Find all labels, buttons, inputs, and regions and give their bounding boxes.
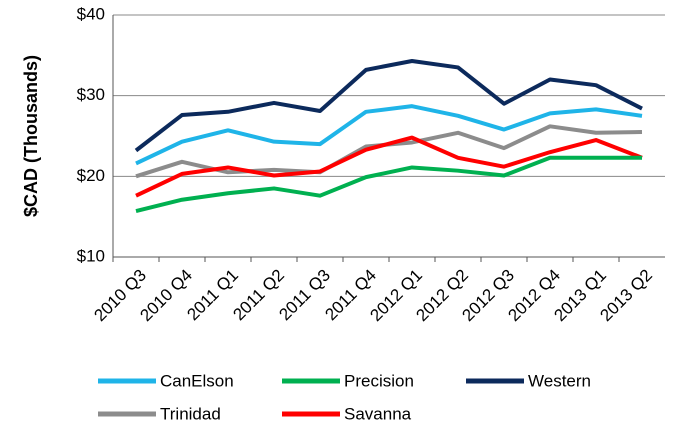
- y-tick-label: $30: [77, 85, 105, 104]
- series-line: [135, 135, 643, 198]
- legend-label: Precision: [344, 371, 414, 390]
- legend-label: Savanna: [344, 404, 412, 423]
- series-line: [135, 155, 642, 213]
- legend-label: Western: [528, 371, 591, 390]
- y-axis-label: $CAD (Thousands): [21, 55, 41, 217]
- legend-label: Trinidad: [160, 404, 221, 423]
- y-tick-label: $40: [77, 4, 105, 23]
- legend-label: CanElson: [160, 371, 234, 390]
- y-tick-label: $20: [77, 166, 105, 185]
- y-tick-label: $10: [77, 246, 105, 265]
- series-line: [134, 58, 643, 153]
- series-line: [135, 104, 643, 166]
